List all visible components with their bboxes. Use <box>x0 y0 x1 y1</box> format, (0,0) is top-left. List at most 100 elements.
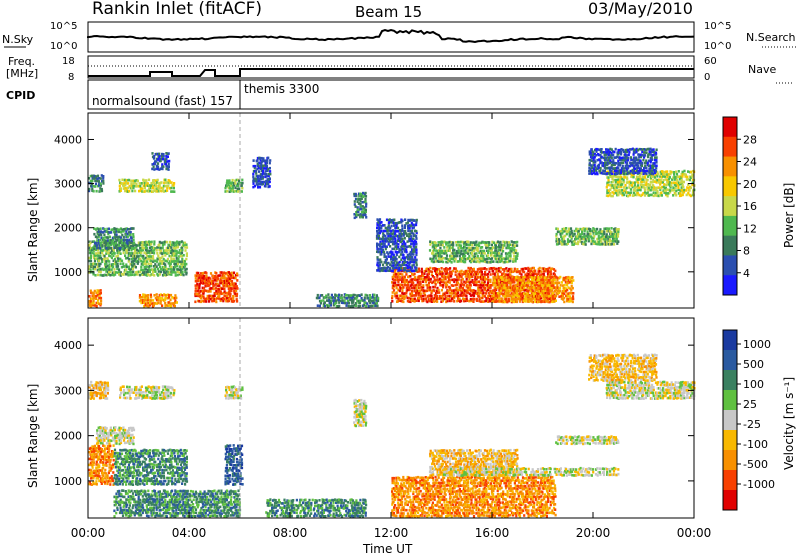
data-cell <box>132 235 135 239</box>
data-cell <box>463 241 466 244</box>
data-cell <box>110 228 113 232</box>
data-cell <box>398 278 401 282</box>
data-cell <box>460 284 463 287</box>
data-cell <box>172 241 175 245</box>
data-cell <box>617 175 620 179</box>
data-cell <box>465 269 468 273</box>
data-cell <box>398 264 401 267</box>
data-cell <box>383 255 386 259</box>
data-cell <box>165 157 168 161</box>
data-cell <box>128 227 131 231</box>
data-cell <box>400 229 404 232</box>
data-cell <box>514 284 518 287</box>
data-cell <box>122 235 125 239</box>
data-cell <box>563 278 566 282</box>
data-cell <box>128 189 131 193</box>
data-cell <box>198 282 201 286</box>
data-cell <box>557 240 560 244</box>
data-cell <box>394 221 397 225</box>
data-cell <box>231 181 234 184</box>
data-cell <box>445 254 449 257</box>
data-cell <box>460 272 463 276</box>
data-cell <box>551 267 554 270</box>
data-cell <box>99 273 102 277</box>
data-cell <box>212 287 215 291</box>
data-cell <box>415 242 418 246</box>
data-cell <box>635 180 639 183</box>
data-cell <box>505 267 508 270</box>
data-cell <box>505 273 508 276</box>
data-cell <box>124 227 127 231</box>
data-cell <box>155 260 159 263</box>
data-cell <box>119 257 122 261</box>
data-cell <box>112 243 115 247</box>
data-cell <box>115 239 119 242</box>
data-cell <box>97 254 100 257</box>
data-cell <box>483 267 486 270</box>
data-cell <box>444 294 447 298</box>
data-cell <box>488 267 491 271</box>
data-cell <box>593 234 596 238</box>
data-cell <box>603 227 606 231</box>
data-cell <box>169 243 172 247</box>
data-cell <box>400 237 403 241</box>
data-cell <box>483 273 486 276</box>
data-cell <box>216 295 220 298</box>
data-cell <box>454 278 457 282</box>
data-cell <box>405 264 408 267</box>
data-cell <box>498 284 501 288</box>
data-cell <box>446 267 449 271</box>
data-cell <box>202 277 205 280</box>
data-cell <box>490 260 493 263</box>
data-cell <box>235 178 238 182</box>
data-cell <box>399 287 402 290</box>
data-cell <box>197 299 200 303</box>
data-cell <box>549 278 552 281</box>
data-cell <box>130 244 133 248</box>
data-cell <box>570 284 573 288</box>
data-cell <box>112 241 115 244</box>
data-cell <box>158 157 161 160</box>
data-cell <box>615 232 619 236</box>
data-cell <box>430 259 433 263</box>
data-cell <box>223 297 226 301</box>
data-cell <box>573 240 576 243</box>
data-cell <box>128 238 131 242</box>
data-cell <box>430 270 433 274</box>
data-cell <box>141 273 144 276</box>
data-cell <box>405 286 408 290</box>
data-cell <box>382 224 385 227</box>
data-cell <box>216 292 219 295</box>
data-cell <box>679 181 682 184</box>
data-cell <box>681 170 684 174</box>
data-cell <box>444 277 447 281</box>
data-cell <box>408 258 411 261</box>
data-cell <box>531 289 534 292</box>
data-cell <box>581 235 584 239</box>
data-cell <box>613 192 616 195</box>
data-cell <box>202 296 205 300</box>
data-cell <box>173 296 176 300</box>
data-cell <box>557 289 560 293</box>
data-cell <box>134 251 137 255</box>
data-cell <box>238 189 241 193</box>
data-cell <box>459 294 462 297</box>
data-cell <box>132 260 135 263</box>
data-cell <box>397 250 400 254</box>
data-cell <box>562 230 565 233</box>
data-cell <box>631 185 634 189</box>
data-cell <box>158 265 162 268</box>
data-cell <box>234 276 237 280</box>
data-cell <box>433 285 437 289</box>
data-cell <box>176 273 179 277</box>
data-cell <box>683 169 686 173</box>
data-cell <box>134 243 137 247</box>
data-cell <box>114 244 117 247</box>
data-cell <box>447 273 450 277</box>
data-cell <box>136 252 139 255</box>
data-cell <box>475 243 478 247</box>
data-cell <box>409 270 412 273</box>
data-cell <box>460 249 463 253</box>
data-cell <box>378 223 381 227</box>
data-cell <box>515 257 519 260</box>
